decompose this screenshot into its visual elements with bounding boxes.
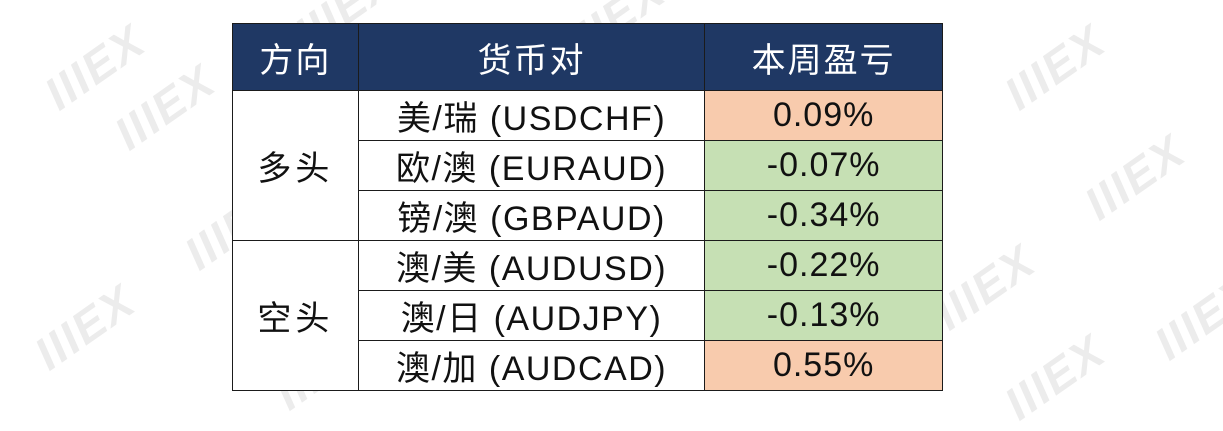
- pair-cell: 澳/日 (AUDJPY): [357, 290, 706, 341]
- table-row: 澳/加 (AUDCAD) 0.55%: [233, 340, 943, 391]
- pnl-cell: -0.34%: [704, 190, 943, 241]
- header-weekly-pnl: 本周盈亏: [704, 23, 943, 91]
- header-currency-pair: 货币对: [357, 23, 706, 91]
- table-row: 空头 澳/美 (AUDUSD) -0.22%: [232, 240, 943, 391]
- watermark-logo: IIIEX: [1075, 124, 1195, 230]
- pnl-cell: -0.13%: [704, 290, 943, 341]
- pnl-cell: -0.22%: [704, 240, 943, 291]
- watermark-logo: IIIEX: [35, 14, 155, 120]
- pnl-cell: -0.07%: [704, 140, 943, 191]
- watermark-logo: IIIEX: [995, 324, 1115, 430]
- watermark-logo: IIIEX: [25, 274, 145, 380]
- watermark-logo: IIIEX: [105, 54, 225, 160]
- pnl-cell: 0.09%: [704, 90, 943, 141]
- header-direction: 方向: [232, 23, 359, 91]
- weekly-pnl-table: 方向 货币对 本周盈亏 多头 美/瑞 (USDCHF) 0.09% 欧/澳 (E…: [232, 23, 943, 391]
- table-row: 多头 美/瑞 (USDCHF) 0.09%: [232, 90, 943, 241]
- table-row: 欧/澳 (EURAUD) -0.07%: [233, 140, 943, 191]
- direction-cell-short: 空头: [232, 240, 359, 391]
- pair-cell: 澳/美 (AUDUSD): [357, 240, 706, 291]
- watermark-logo: IIIEX: [1145, 264, 1223, 370]
- pnl-cell: 0.55%: [704, 340, 943, 391]
- pair-cell: 欧/澳 (EURAUD): [357, 140, 706, 191]
- pair-cell: 澳/加 (AUDCAD): [357, 340, 706, 391]
- pair-cell: 镑/澳 (GBPAUD): [357, 190, 706, 241]
- table-row: 澳/日 (AUDJPY) -0.13%: [233, 290, 943, 341]
- watermark-logo: IIIEX: [995, 14, 1115, 120]
- pair-cell: 美/瑞 (USDCHF): [357, 90, 706, 141]
- direction-cell-long: 多头: [232, 90, 359, 241]
- table-header-row: 方向 货币对 本周盈亏: [232, 23, 943, 91]
